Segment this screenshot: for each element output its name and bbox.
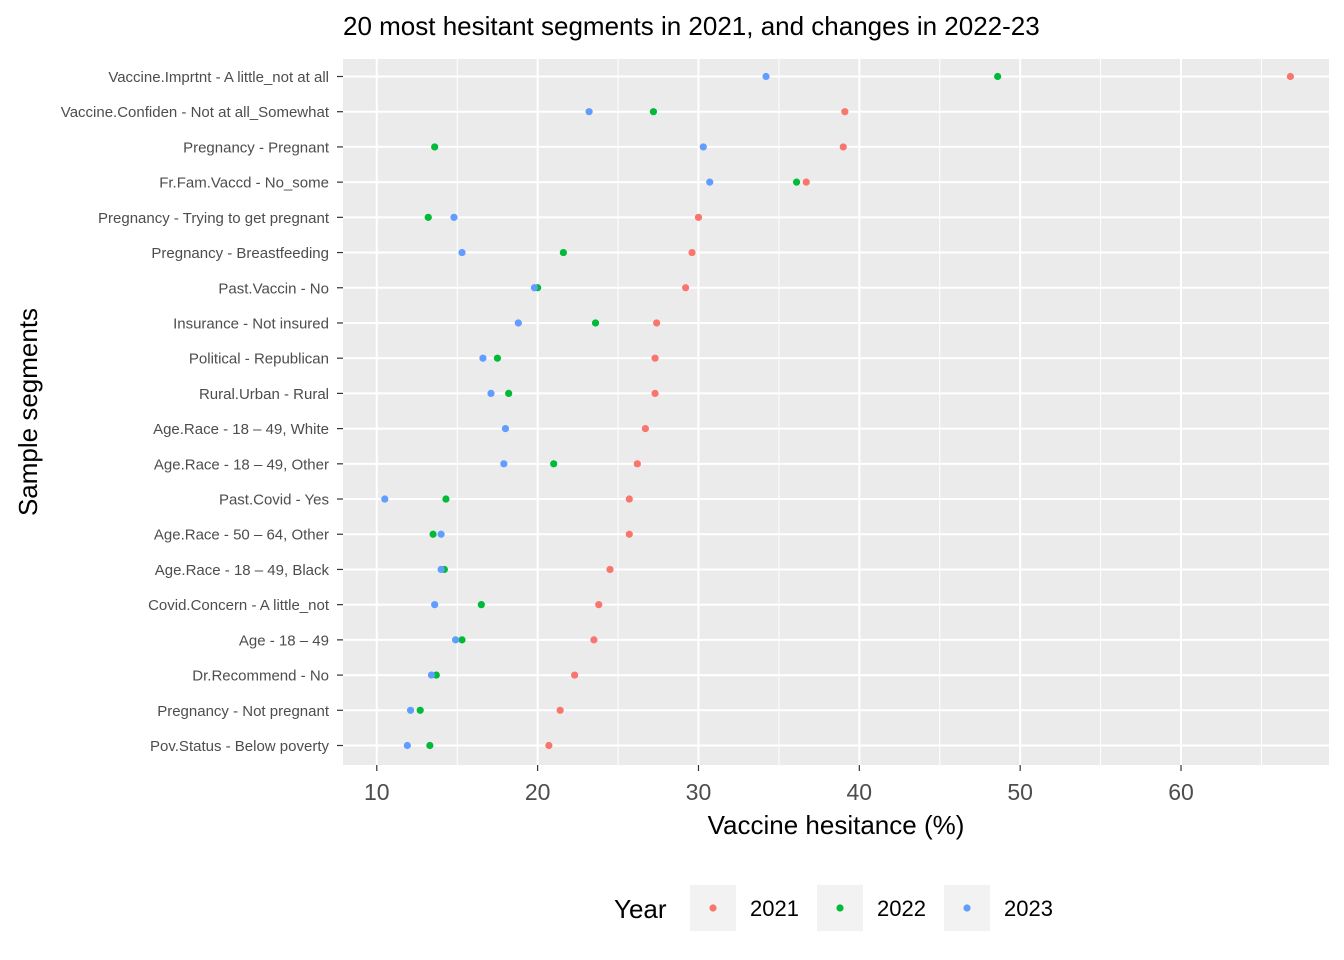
data-point-2021 (688, 248, 696, 257)
data-point-2022 (559, 248, 567, 257)
y-tick-label: Age.Race - 18 – 49, White (153, 421, 329, 438)
data-point-2023 (699, 143, 707, 151)
y-tick-label: Pregnancy - Pregnant (183, 139, 330, 156)
y-tick-label: Past.Vaccin - No (218, 280, 329, 297)
data-point-2023 (706, 178, 714, 186)
legend-label: 2021 (750, 896, 799, 921)
x-tick-label: 40 (847, 779, 873, 805)
x-tick-label: 10 (364, 779, 390, 805)
y-tick-label: Pregnancy - Breastfeeding (151, 245, 329, 262)
x-tick-label: 60 (1168, 779, 1194, 805)
data-point-2021 (841, 108, 849, 116)
data-point-2022 (429, 530, 437, 538)
data-point-2022 (477, 601, 485, 609)
data-point-2021 (545, 741, 553, 750)
chart-title: 20 most hesitant segments in 2021, and c… (343, 11, 1040, 41)
data-point-2023 (479, 354, 487, 362)
x-tick-label: 30 (686, 779, 712, 805)
data-point-2022 (994, 72, 1002, 81)
y-tick-label: Fr.Fam.Vaccd - No_some (159, 175, 329, 192)
legend-key-point (963, 904, 971, 912)
data-point-2021 (590, 636, 598, 644)
data-point-2022 (493, 354, 502, 362)
y-tick-label: Age.Race - 18 – 49, Black (155, 562, 330, 579)
data-point-2021 (595, 601, 603, 609)
data-point-2022 (416, 706, 424, 714)
y-tick-label: Pregnancy - Trying to get pregnant (98, 210, 330, 227)
data-point-2023 (487, 389, 495, 397)
legend-key-point (709, 904, 717, 912)
data-point-2023 (458, 248, 466, 257)
data-point-2022 (505, 389, 513, 397)
legend-key-point (836, 904, 844, 912)
data-point-2021 (633, 460, 641, 468)
y-tick-labels: Vaccine.Imprtnt - A little_not at all Vac… (61, 69, 343, 755)
data-points (381, 72, 1294, 750)
data-point-2022 (550, 460, 558, 468)
data-point-2023 (450, 213, 458, 221)
y-tick-label: Age.Race - 50 – 64, Other (154, 527, 329, 544)
y-tick-label: Pov.Status - Below poverty (150, 738, 329, 755)
y-tick-label: Covid.Concern - A little_not (148, 597, 330, 614)
data-point-2021 (651, 389, 659, 397)
data-point-2021 (625, 495, 633, 503)
plot-panel (343, 59, 1329, 765)
y-tick-label: Past.Covid - Yes (219, 492, 329, 509)
data-point-2021 (571, 671, 579, 679)
data-point-2023 (501, 425, 510, 433)
data-point-2021 (625, 530, 633, 538)
data-point-2023 (403, 741, 411, 750)
data-point-2023 (451, 636, 460, 644)
data-point-2021 (1286, 72, 1294, 81)
data-point-2021 (839, 143, 847, 151)
data-point-2021 (653, 319, 661, 327)
data-point-2023 (406, 706, 415, 714)
y-tick-label: Vaccine.Imprtnt - A little_not at all (108, 69, 329, 86)
data-point-2023 (437, 530, 445, 538)
y-tick-label: Pregnancy - Not pregnant (157, 703, 330, 720)
x-tick-labels: 10 20 30 40 50 60 (364, 765, 1194, 805)
x-tick-label: 50 (1007, 779, 1033, 805)
data-point-2023 (427, 671, 436, 679)
data-point-2022 (591, 319, 600, 327)
data-point-2023 (431, 601, 439, 609)
legend-label: 2022 (877, 896, 926, 921)
data-point-2021 (641, 425, 649, 433)
data-point-2023 (381, 495, 389, 503)
y-tick-label: Insurance - Not insured (173, 315, 329, 332)
data-point-2021 (606, 565, 614, 574)
data-point-2021 (682, 284, 690, 292)
data-point-2022 (431, 143, 439, 151)
data-point-2022 (792, 178, 801, 186)
data-point-2022 (442, 495, 450, 503)
legend-title: Year (614, 894, 667, 924)
data-point-2023 (585, 108, 593, 116)
y-tick-label: Rural.Urban - Rural (199, 386, 329, 403)
data-point-2021 (651, 354, 659, 362)
data-point-2021 (694, 213, 703, 221)
data-point-2022 (426, 741, 434, 750)
y-tick-label: Age - 18 – 49 (239, 632, 329, 649)
data-point-2022 (649, 108, 658, 116)
y-tick-label: Age.Race - 18 – 49, Other (154, 456, 329, 473)
data-point-2023 (530, 284, 539, 292)
y-tick-label: Political - Republican (189, 351, 329, 368)
x-tick-label: 20 (525, 779, 551, 805)
data-point-2023 (500, 460, 508, 468)
x-axis-title: Vaccine hesitance (%) (708, 810, 965, 840)
grid-lines (343, 59, 1329, 765)
data-point-2021 (556, 706, 564, 714)
legend: Year 2021 2022 2023 (614, 885, 1053, 931)
y-tick-label: Vaccine.Confiden - Not at all_Somewhat (61, 104, 330, 121)
y-axis-title: Sample segments (13, 308, 43, 516)
data-point-2022 (424, 213, 432, 221)
data-point-2023 (762, 72, 770, 81)
data-point-2023 (514, 319, 522, 327)
y-tick-label: Dr.Recommend - No (192, 668, 329, 685)
data-point-2023 (437, 565, 445, 574)
data-point-2022 (458, 636, 466, 644)
legend-label: 2023 (1004, 896, 1053, 921)
data-point-2021 (802, 178, 810, 186)
